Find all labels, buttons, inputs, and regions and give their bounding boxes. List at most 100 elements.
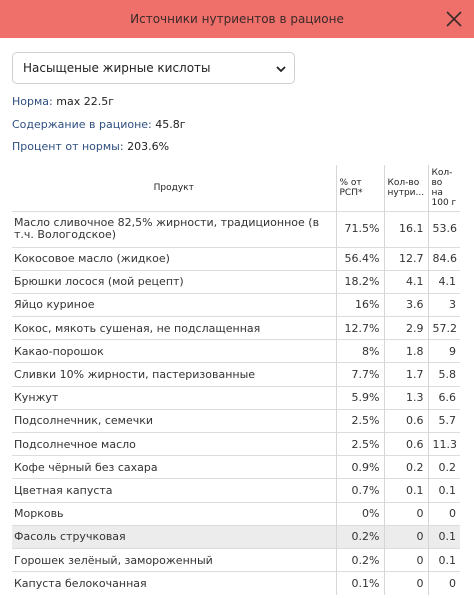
cell-pct: 16% (335, 292, 384, 317)
cell-product: Яйцо куриное (12, 292, 336, 317)
table-row: Какао-порошок 8% 1.8 9 (12, 339, 460, 363)
cell-product: Кокосовое масло (жидкое) (12, 246, 336, 271)
table-row: Капуста белокочанная 0.1% 0 0 (12, 571, 460, 595)
content-label: Содержание в рационе: (12, 118, 152, 131)
percent-label: Процент от нормы: (12, 140, 124, 153)
cell-product: Цветная капуста (12, 478, 336, 503)
cell-pct: 0.2% (335, 524, 384, 549)
table-row: Сливки 10% жирности, пастеризованные 7.7… (12, 362, 460, 387)
cell-qty: 0.6 (383, 408, 428, 433)
table-row: Кокосовое масло (жидкое) 56.4% 12.7 84.6 (12, 246, 460, 271)
cell-product: Горошек зелёный, замороженный (12, 547, 336, 572)
cell-product: Брюшки лосося (мой рецепт) (12, 269, 336, 294)
cell-per100: 3 (427, 292, 460, 317)
cell-qty: 3.6 (383, 292, 428, 317)
cell-pct: 0.9% (335, 455, 384, 479)
column-header-pct[interactable]: % от РСП* (335, 165, 384, 211)
table-row: Кофе чёрный без сахара 0.9% 0.2 0.2 (12, 455, 460, 479)
cell-qty: 0.1 (383, 478, 428, 503)
cell-pct: 71.5% (335, 210, 384, 247)
cell-pct: 2.5% (335, 408, 384, 433)
cell-pct: 0.7% (335, 478, 384, 503)
cell-per100: 11.3 (427, 431, 460, 456)
cell-pct: 0% (335, 501, 384, 526)
norm-line: Норма: max 22.5г (12, 95, 114, 108)
cell-per100: 0.2 (427, 455, 460, 479)
column-header-qty[interactable]: Кол-во нутри... (383, 165, 428, 211)
table-row: Кунжут 5.9% 1.3 6.6 (12, 385, 460, 410)
cell-product: Фасоль стручковая (12, 524, 336, 549)
cell-qty: 16.1 (383, 210, 428, 247)
cell-per100: 0.1 (427, 524, 460, 549)
table-header-row: Продукт % от РСП* Кол-во нутри... Кол- в… (12, 165, 460, 211)
cell-qty: 0 (383, 501, 428, 526)
modal-title: Источники нутриентов в рационе (130, 12, 344, 26)
cell-product: Морковь (12, 501, 336, 526)
table-row: Подсолнечное масло 2.5% 0.6 11.3 (12, 431, 460, 456)
cell-pct: 0.1% (335, 571, 384, 595)
cell-per100: 5.7 (427, 408, 460, 433)
table-row: Яйцо куриное 16% 3.6 3 (12, 292, 460, 317)
cell-pct: 7.7% (335, 362, 384, 387)
cell-per100: 53.6 (427, 210, 460, 247)
cell-per100: 4.1 (427, 269, 460, 294)
table-row: Подсолнечник, семечки 2.5% 0.6 5.7 (12, 408, 460, 433)
cell-pct: 2.5% (335, 431, 384, 456)
cell-qty: 1.3 (383, 385, 428, 410)
table-row-hovered: Фасоль стручковая 0.2% 0 0.1 (12, 524, 460, 549)
norm-value: max 22.5г (56, 95, 114, 108)
cell-qty: 0 (383, 524, 428, 549)
cell-per100: 57.2 (427, 316, 460, 340)
cell-qty: 2.9 (383, 316, 428, 340)
column-header-per100[interactable]: Кол- во на 100 г (427, 165, 460, 211)
table-row: Морковь 0% 0 0 (12, 501, 460, 526)
cell-pct: 12.7% (335, 316, 384, 340)
cell-per100: 9 (427, 339, 460, 363)
cell-pct: 56.4% (335, 246, 384, 271)
cell-product: Кофе чёрный без сахара (12, 455, 336, 479)
cell-qty: 1.8 (383, 339, 428, 363)
cell-qty: 1.7 (383, 362, 428, 387)
cell-product: Подсолнечник, семечки (12, 408, 336, 433)
column-header-product[interactable]: Продукт (153, 182, 194, 193)
chevron-down-icon (276, 66, 286, 73)
cell-pct: 5.9% (335, 385, 384, 410)
cell-qty: 0 (383, 547, 428, 572)
cell-pct: 0.2% (335, 547, 384, 572)
cell-per100: 0.1 (427, 547, 460, 572)
modal-header: Источники нутриентов в рационе (0, 0, 474, 38)
cell-per100: 0.1 (427, 478, 460, 503)
cell-qty: 4.1 (383, 269, 428, 294)
close-button[interactable] (444, 9, 464, 29)
cell-product: Какао-порошок (12, 339, 336, 363)
table-row: Кокос, мякоть сушеная, не подслащенная 1… (12, 316, 460, 340)
nutrient-sources-table: Продукт % от РСП* Кол-во нутри... Кол- в… (12, 165, 460, 595)
norm-label: Норма: (12, 95, 53, 108)
percent-line: Процент от нормы: 203.6% (12, 140, 169, 153)
cell-pct: 18.2% (335, 269, 384, 294)
percent-value: 203.6% (127, 140, 170, 153)
cell-product: Подсолнечное масло (12, 431, 336, 456)
nutrient-select[interactable]: Насыщеные жирные кислоты (12, 52, 295, 84)
cell-per100: 6.6 (427, 385, 460, 410)
cell-product: Капуста белокочанная (12, 571, 336, 595)
cell-product: Кокос, мякоть сушеная, не подслащенная (12, 316, 336, 340)
content-value: 45.8г (155, 118, 186, 131)
cell-product: Сливки 10% жирности, пастеризованные (12, 362, 336, 387)
table-row: Брюшки лосося (мой рецепт) 18.2% 4.1 4.1 (12, 269, 460, 294)
cell-pct: 8% (335, 339, 384, 363)
cell-qty: 0.2 (383, 455, 428, 479)
cell-per100: 5.8 (427, 362, 460, 387)
table-row: Горошек зелёный, замороженный 0.2% 0 0.1 (12, 547, 460, 572)
cell-per100: 84.6 (427, 246, 460, 271)
cell-per100: 0 (427, 571, 460, 595)
cell-product: Кунжут (12, 385, 336, 410)
content-line: Содержание в рационе: 45.8г (12, 118, 186, 131)
cell-per100: 0 (427, 501, 460, 526)
nutrient-select-value: Насыщеные жирные кислоты (23, 61, 211, 75)
cell-product: Масло сливочное 82,5% жирности, традицио… (12, 210, 336, 247)
cell-qty: 0 (383, 571, 428, 595)
close-icon (446, 11, 462, 27)
cell-qty: 0.6 (383, 431, 428, 456)
table-row: Цветная капуста 0.7% 0.1 0.1 (12, 478, 460, 503)
